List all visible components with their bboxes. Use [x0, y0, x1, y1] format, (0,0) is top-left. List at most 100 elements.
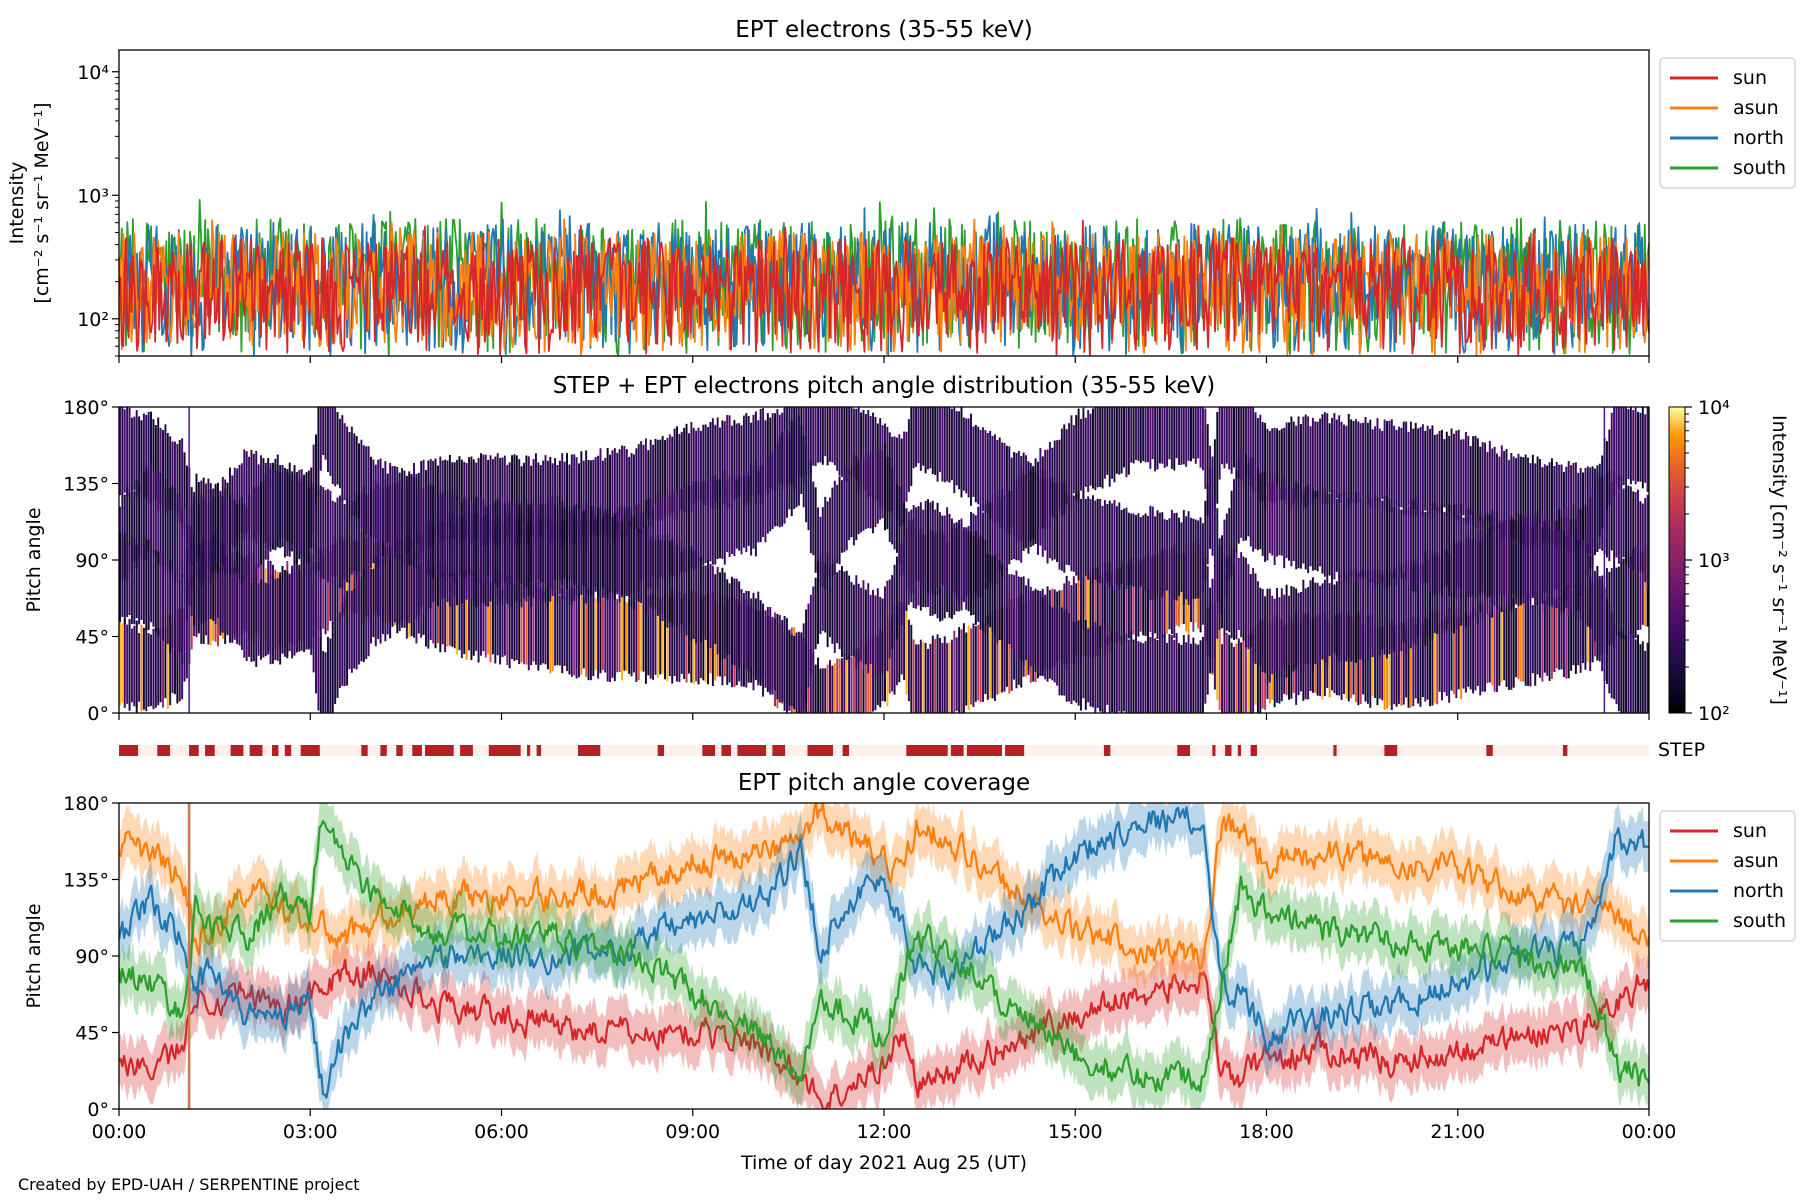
- pad-cell-asun: [513, 454, 516, 547]
- pad-cell-asun: [922, 407, 925, 466]
- pad-cell-sun: [1613, 561, 1616, 648]
- pad-cell-north: [1187, 407, 1190, 461]
- pad-cell-north: [298, 564, 301, 652]
- pad-cell-asun: [1302, 416, 1305, 507]
- pad-cell-sun: [1450, 618, 1453, 691]
- pad-cell-asun: [728, 415, 731, 508]
- pad-cell-asun: [991, 435, 994, 519]
- pad-cell-sun: [1259, 620, 1262, 713]
- pad-cell-asun: [1472, 436, 1475, 527]
- pad-cell-north: [1264, 596, 1267, 673]
- pad-cell-sun: [1087, 574, 1090, 656]
- pad-cell-sun: [1096, 567, 1099, 656]
- pad-cell-north: [1402, 571, 1405, 643]
- pad-cell-asun: [1139, 517, 1142, 587]
- pad-cell-sun: [1108, 562, 1111, 653]
- pad-cell-sun: [623, 601, 626, 671]
- pad-cell-north: [1369, 579, 1372, 649]
- pad-cell-sun: [482, 581, 485, 652]
- pad-cell-north: [276, 578, 279, 661]
- pad-cell-north: [152, 471, 155, 553]
- pad-cell-south: [1039, 592, 1042, 676]
- pad-cell-south: [338, 418, 341, 489]
- step-segment: [1562, 745, 1568, 756]
- pad-cell-north: [1295, 588, 1298, 669]
- pad-cell-asun: [329, 490, 332, 584]
- pad-cell-south: [907, 521, 910, 605]
- pad-cell-north: [1115, 407, 1118, 474]
- pad-cell-north: [1103, 407, 1106, 479]
- pad-cell-asun: [362, 485, 365, 577]
- pad-cell-south: [1056, 609, 1059, 686]
- pad-cell-north: [876, 449, 879, 524]
- pad-cell-north: [817, 507, 820, 577]
- pad-cell-north: [888, 457, 891, 542]
- pad-cell-south: [1259, 473, 1262, 550]
- pad-cell-south: [740, 589, 743, 665]
- pad-cell-south: [1541, 527, 1544, 604]
- pad-cell-south: [1405, 509, 1408, 580]
- pad-cell-north: [996, 490, 999, 584]
- pad-cell-north: [1204, 408, 1207, 489]
- pad-cell-asun: [1534, 463, 1537, 542]
- pad-cell-sun: [1154, 555, 1157, 634]
- pad-cell-south: [900, 542, 903, 626]
- pad-cell-north: [370, 568, 372, 644]
- pad-cell-sun: [152, 628, 155, 710]
- pad-cell-north: [1328, 583, 1331, 657]
- pad-cell-south: [1125, 633, 1128, 713]
- pad-cell-north: [898, 486, 901, 564]
- y-tick-label: 90°: [75, 550, 109, 572]
- pad-cell-north: [164, 479, 167, 571]
- pad-cell-sun: [358, 540, 361, 614]
- pad-cell-south: [1419, 511, 1422, 582]
- pad-cell-south: [982, 538, 984, 631]
- step-segment: [1384, 745, 1398, 756]
- pad-cell-south: [348, 432, 351, 505]
- pad-cell-sun: [1577, 593, 1580, 666]
- pad-cell-north: [417, 530, 420, 615]
- pad-cell-south: [728, 583, 731, 655]
- pad-cell-asun: [1089, 499, 1092, 579]
- pad-cell-asun: [169, 436, 172, 511]
- pad-cell-north: [401, 547, 404, 621]
- pad-cell-north: [1190, 407, 1192, 462]
- pad-cell-asun: [1223, 407, 1226, 469]
- pad-cell-asun: [1536, 456, 1539, 549]
- pad-cell-asun: [1182, 510, 1185, 605]
- pad-cell-sun: [1584, 585, 1587, 670]
- pad-cell-north: [1211, 469, 1214, 556]
- pad-cell-south: [491, 504, 494, 580]
- pad-cell-asun: [958, 411, 961, 490]
- pad-cell-north: [1323, 579, 1326, 663]
- step-segment: [380, 745, 387, 756]
- pad-cell-south: [408, 473, 411, 566]
- pad-cell-south: [1543, 521, 1546, 612]
- pad-cell-asun: [173, 441, 176, 514]
- pad-cell-sun: [1072, 576, 1075, 664]
- pad-cell-sun: [515, 584, 518, 660]
- pad-cell-sun: [1127, 563, 1130, 639]
- pad-cell-sun: [893, 603, 896, 695]
- pad-cell-asun: [642, 444, 645, 528]
- pad-cell-asun: [1137, 513, 1140, 590]
- step-segment: [157, 745, 171, 756]
- pad-cell-south: [879, 597, 882, 673]
- pad-cell-sun: [1503, 609, 1506, 681]
- pad-cell-sun: [1436, 610, 1439, 705]
- pad-cell-north: [1639, 412, 1642, 482]
- step-segment: [1237, 745, 1241, 756]
- pad-cell-south: [243, 503, 246, 581]
- pad-cell-north: [731, 476, 733, 555]
- pad-cell-south: [1206, 608, 1209, 695]
- pad-cell-south: [1402, 509, 1405, 579]
- pad-cell-north: [1615, 407, 1618, 484]
- pad-cell-south: [1397, 507, 1400, 580]
- pad-cell-south: [1632, 632, 1635, 713]
- pad-cell-south: [1474, 508, 1477, 599]
- pad-cell-south: [1096, 628, 1099, 708]
- pad-cell-asun: [1605, 472, 1608, 558]
- pad-cell-sun: [1225, 632, 1228, 713]
- pad-cell-sun: [1541, 592, 1544, 682]
- pad-cell-south: [1218, 545, 1221, 630]
